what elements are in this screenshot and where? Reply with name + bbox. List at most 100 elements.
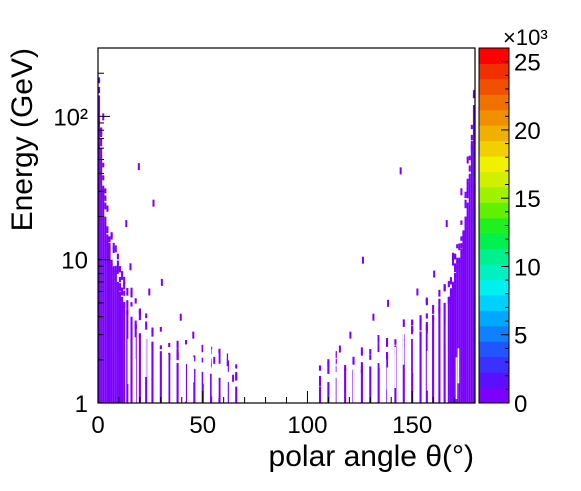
heatmap-cell (151, 343, 154, 403)
heatmap-point (338, 345, 341, 353)
heatmap-cell (462, 230, 465, 237)
heatmap-cell (123, 302, 126, 403)
heatmap-gap (203, 336, 205, 384)
heatmap-point (125, 220, 128, 228)
heatmap-cell (456, 244, 459, 249)
heatmap-cell (470, 134, 473, 141)
colorbar-band (479, 156, 509, 172)
heatmap-cell (100, 138, 103, 147)
heatmap-cell (151, 331, 154, 337)
heatmap-gap (141, 345, 143, 379)
heatmap-cell (145, 321, 148, 330)
colorbar-band (479, 310, 509, 327)
heatmap-gap (379, 327, 382, 368)
heatmap-cell (138, 333, 141, 338)
heatmap-cell (210, 358, 213, 368)
heatmap-gap (226, 366, 228, 407)
heatmap-cell (116, 281, 119, 403)
heatmap-cell (438, 307, 441, 314)
y-axis-ticks: 1 10 10² (53, 47, 110, 418)
x-tick-label: 0 (91, 412, 104, 439)
heatmap-cell (451, 281, 455, 403)
heatmap-cell (98, 78, 101, 84)
heatmap-cell (168, 342, 171, 348)
heatmap-cell (419, 331, 422, 337)
heatmap-cell (126, 300, 129, 309)
colorbar-band (479, 341, 509, 358)
heatmap-gap (164, 368, 167, 394)
x-axis-label: polar angle θ(°) (269, 440, 474, 473)
heatmap-gap (212, 327, 215, 368)
heatmap-cell (327, 359, 330, 365)
heatmap-gap (209, 330, 211, 373)
heatmap-cell (138, 334, 141, 403)
heatmap-cell (472, 105, 475, 403)
heatmap-cell (184, 340, 188, 345)
heatmap-cell (470, 148, 473, 403)
heatmap-cell (460, 220, 463, 225)
colorbar-band (479, 233, 509, 250)
heatmap-cell (168, 356, 171, 403)
colorbar-tick-label: 0 (514, 391, 527, 418)
heatmap-point (466, 156, 469, 164)
heatmap-cell (114, 270, 117, 275)
heatmap-gap (322, 370, 324, 415)
colorbar-band (479, 186, 509, 203)
heatmap-point (433, 270, 436, 278)
heatmap-point (192, 331, 195, 339)
heatmap-cell (454, 263, 457, 273)
heatmap-cell (218, 355, 221, 364)
heatmap-cell (114, 273, 117, 403)
x-axis-ticks: 0 50 100 150 (91, 391, 455, 439)
heatmap-cell (121, 287, 124, 296)
heatmap-cell (116, 260, 119, 268)
colorbar-band (479, 325, 509, 342)
heatmap-gap (399, 325, 401, 353)
heatmap-cell (451, 281, 455, 290)
heatmap-cell (425, 313, 428, 319)
colorbar-band (479, 217, 509, 234)
heatmap-cell (102, 189, 105, 199)
heatmap-gap (134, 359, 137, 404)
heatmap-gap (145, 337, 147, 377)
heatmap-cell (108, 242, 111, 251)
heatmap-cell (447, 280, 450, 288)
heatmap-gap (386, 367, 389, 417)
heatmap-cell (425, 321, 428, 331)
heatmap-cell (449, 291, 452, 403)
heatmap-cell (104, 195, 107, 201)
heatmap-cell (360, 362, 363, 369)
heatmap-cell (226, 358, 229, 367)
heatmap-point (387, 299, 390, 307)
heatmap-cell (193, 355, 196, 362)
heatmap-cell (176, 363, 179, 403)
heatmap-cell (466, 183, 469, 190)
heatmap-cell (468, 155, 471, 161)
heatmap-gap (388, 324, 391, 372)
heatmap-gap (217, 353, 219, 398)
heatmap-cell (466, 187, 469, 193)
colorbar-band (479, 202, 509, 219)
heatmap-cell (460, 248, 463, 403)
heatmap-cell (458, 259, 461, 403)
heatmap-cell (360, 369, 363, 403)
colorbar-tick-label: 5 (514, 323, 527, 350)
colorbar-band (479, 78, 509, 95)
heatmap-cell (121, 296, 124, 403)
colorbar-band (479, 387, 509, 404)
heatmap-cell (447, 296, 450, 403)
heatmap-point (148, 288, 151, 296)
heatmap-cell (419, 315, 422, 322)
heatmap-cell (335, 358, 338, 365)
heatmap-point (445, 220, 448, 228)
heatmap-cell (318, 379, 322, 387)
heatmap-cell (327, 382, 330, 403)
heatmap-cell (454, 272, 457, 279)
heatmap-cell (108, 248, 111, 403)
heatmap-cell (344, 365, 347, 372)
y-axis-label: Energy (GeV) (6, 48, 39, 231)
heatmap-cell (235, 386, 238, 403)
heatmap-cell (201, 371, 204, 403)
heatmap-cell (116, 253, 119, 260)
heatmap-cell (451, 258, 455, 266)
